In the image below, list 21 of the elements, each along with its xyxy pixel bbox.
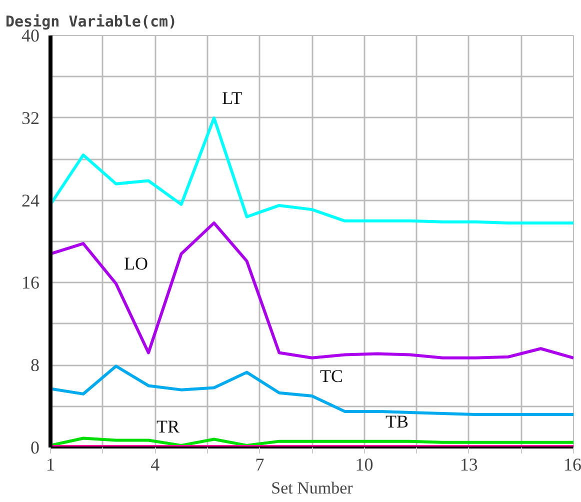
y-tick-label: 24 bbox=[22, 190, 40, 210]
x-tick-label: 4 bbox=[150, 454, 160, 474]
line-series bbox=[50, 436, 574, 447]
y-tick-label: 32 bbox=[22, 108, 40, 128]
annotation: TC bbox=[320, 366, 344, 386]
line-series bbox=[50, 116, 574, 224]
annotation: TR bbox=[156, 416, 180, 436]
y-tick-label: 8 bbox=[30, 355, 40, 376]
x-tick-label: 10 bbox=[355, 454, 374, 474]
x-tick-label: 7 bbox=[255, 454, 264, 474]
line-series bbox=[50, 221, 574, 360]
y-tick-label: 16 bbox=[22, 272, 40, 293]
x-tick-label: 16 bbox=[564, 454, 581, 474]
line-series bbox=[50, 364, 574, 416]
annotation: LT bbox=[222, 88, 242, 108]
x-tick-label: 13 bbox=[460, 454, 478, 474]
x-axis-title: Set Number bbox=[271, 478, 354, 498]
annotation: TB bbox=[386, 411, 409, 432]
x-tick-label: 1 bbox=[46, 454, 55, 474]
annotation: LO bbox=[124, 254, 148, 274]
y-tick-label: 0 bbox=[30, 438, 40, 458]
